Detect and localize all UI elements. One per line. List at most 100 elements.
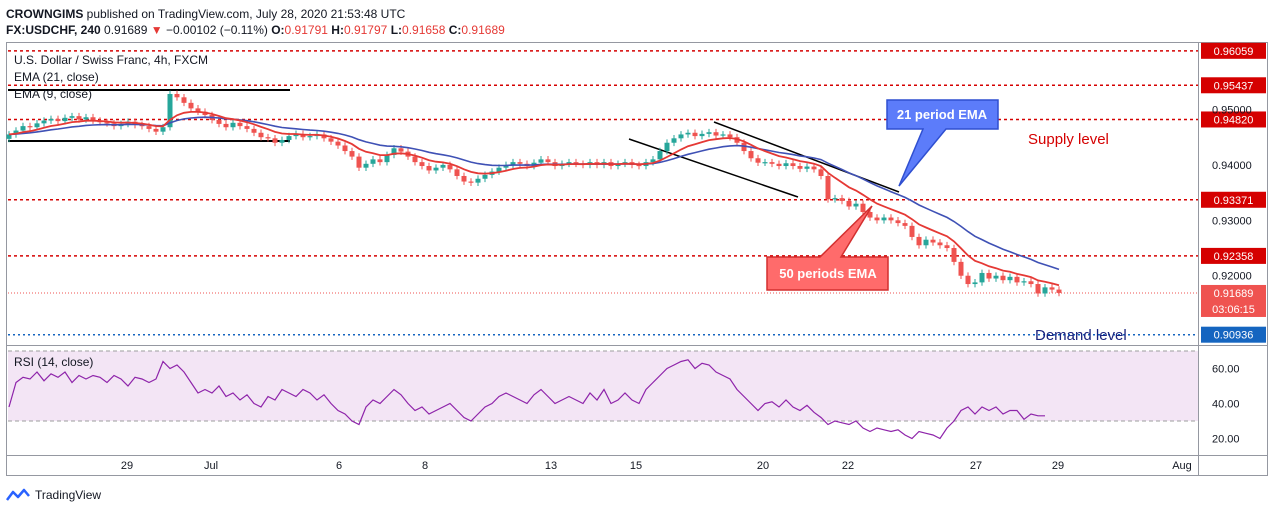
level-red-label: 0.96059: [1214, 46, 1254, 58]
channel-lower-trendline[interactable]: [628, 138, 799, 198]
candle: [433, 167, 439, 171]
candle: [895, 220, 901, 224]
time-tick: 22: [842, 460, 854, 472]
close-label: C:: [448, 23, 462, 37]
candle: [944, 245, 950, 249]
ema-9-line[interactable]: [8, 111, 1060, 287]
candle: [419, 162, 425, 167]
candle: [426, 166, 432, 171]
price-change: −0.00102 (−0.11%): [166, 23, 268, 37]
level-red-label: 0.94820: [1214, 114, 1254, 126]
candle: [328, 138, 334, 142]
candle: [993, 275, 999, 279]
candle: [545, 159, 551, 163]
candle: [769, 162, 775, 164]
level-red-label: 0.92358: [1214, 251, 1254, 263]
rsi-band: [8, 351, 1198, 421]
candle: [986, 272, 992, 279]
level-red-label-bg: [1201, 191, 1266, 208]
candle: [398, 148, 404, 152]
candle: [447, 164, 453, 170]
legend-title: U.S. Dollar / Swiss Franc, 4h, FXCM: [14, 53, 208, 67]
candle: [174, 93, 180, 98]
candle: [342, 145, 348, 152]
candle: [104, 122, 110, 124]
candle: [916, 236, 922, 246]
candle: [1000, 275, 1006, 281]
close-value: 0.91689: [461, 23, 505, 37]
candle: [664, 142, 670, 152]
low-label: L:: [390, 23, 403, 37]
candle: [83, 117, 89, 120]
candle: [804, 166, 810, 169]
candle: [391, 148, 397, 155]
chart-header: CROWNGIMS published on TradingView.com, …: [6, 6, 1266, 38]
candle: [20, 126, 26, 131]
rsi-line[interactable]: [8, 359, 1045, 440]
high-value: 0.91797: [343, 23, 388, 37]
candle: [370, 159, 376, 164]
candle: [377, 159, 383, 163]
candle: [874, 217, 880, 221]
price-tick: 0.92000: [1212, 271, 1252, 283]
symbol-label: FX:USDCHF, 240: [6, 23, 101, 37]
time-axis[interactable]: 29 Jul 6 8 13 15 20 22 27 29 Aug: [121, 460, 1192, 472]
candle: [1007, 276, 1013, 281]
candle: [6, 134, 12, 139]
time-tick: 8: [422, 460, 428, 472]
low-value: 0.91658: [402, 23, 446, 37]
candle: [1021, 281, 1027, 283]
last-price: 0.91689: [104, 23, 148, 37]
candle: [181, 97, 187, 103]
candle: [860, 203, 866, 213]
candle: [1056, 289, 1062, 293]
candle: [699, 133, 705, 137]
supply-level-label: Supply level: [1028, 131, 1109, 148]
chart-frame: [6, 42, 1268, 476]
candle: [356, 156, 362, 168]
tradingview-brand[interactable]: TradingView: [35, 488, 102, 502]
candle: [146, 126, 152, 129]
candle: [1049, 287, 1055, 290]
candle: [503, 164, 509, 168]
candle: [902, 223, 908, 226]
candle: [461, 175, 467, 182]
candle: [762, 162, 768, 164]
ema50-callout-bubble[interactable]: [766, 205, 889, 291]
candle: [867, 212, 873, 218]
candle: [748, 151, 754, 159]
candle: [510, 162, 516, 165]
candle: [265, 137, 271, 139]
publisher-name[interactable]: CROWNGIMS: [6, 7, 84, 21]
tradingview-logo-icon[interactable]: [6, 488, 30, 502]
candle: [34, 123, 40, 128]
candle: [776, 163, 782, 167]
candle: [167, 93, 173, 128]
price-tick: 0.94000: [1212, 160, 1252, 172]
ema21-callout-bubble[interactable]: [886, 99, 999, 187]
candle: [678, 134, 684, 139]
rsi-tick: 40.00: [1212, 399, 1240, 411]
ema-21-line[interactable]: [8, 116, 1060, 271]
candle: [909, 225, 915, 237]
candle: [251, 128, 257, 133]
level-red-label: 0.95437: [1214, 80, 1254, 92]
price-axis[interactable]: 0.96059 0.95437 0.94820 0.93371 0.92358 0.909…: [1201, 42, 1266, 343]
open-label: O:: [271, 23, 285, 37]
level-lines: [8, 50, 1198, 336]
candle: [279, 139, 285, 143]
rsi-axis[interactable]: 60.00 40.00 20.00: [1212, 364, 1240, 446]
candle: [48, 118, 54, 121]
footer: TradingView: [6, 486, 101, 504]
candle: [335, 141, 341, 146]
candle: [475, 178, 481, 183]
candle: [13, 130, 19, 135]
candle: [153, 128, 159, 132]
candle: [27, 126, 33, 128]
candle: [937, 242, 943, 246]
candle: [566, 162, 572, 164]
candle: [517, 162, 523, 164]
candle: [349, 151, 355, 157]
time-tick: 29: [1052, 460, 1064, 472]
